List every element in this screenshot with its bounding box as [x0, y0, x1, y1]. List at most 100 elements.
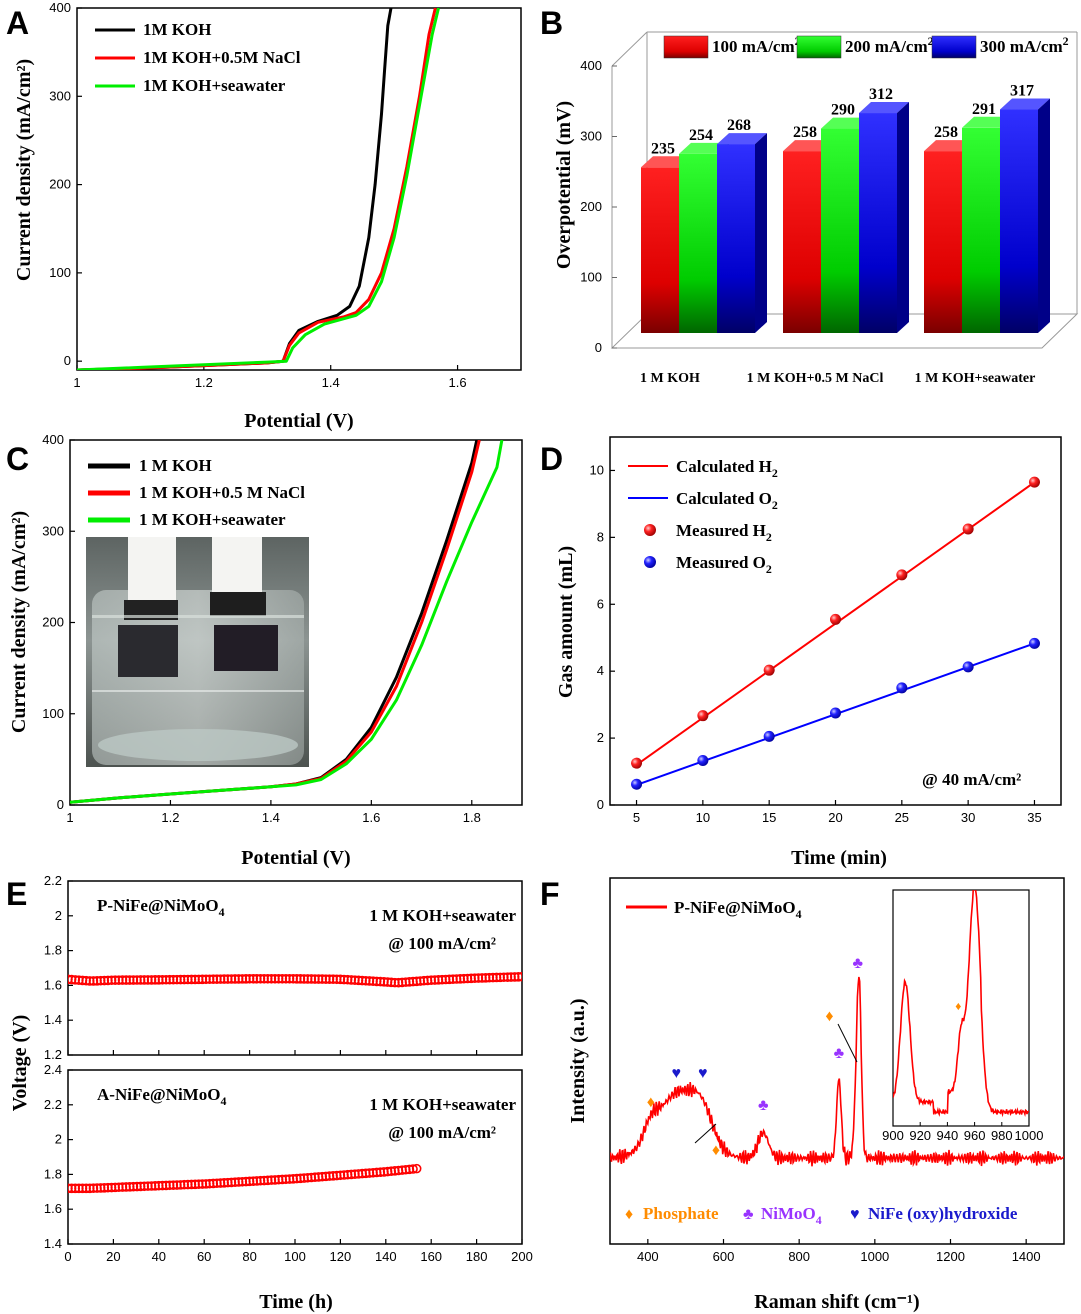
diamond-icon: ♦: [625, 1206, 633, 1223]
heart-icon: ♥: [850, 1206, 860, 1223]
panel-a-ytick-label: 300: [49, 88, 71, 103]
panel-e-bottom-series: [68, 1163, 422, 1194]
panel-f-inset-xtick-label: 900: [882, 1128, 904, 1143]
panel-d-ytick-label: 6: [597, 596, 604, 611]
panel-a-xtick-label: 1: [73, 375, 80, 390]
panel-e-ylabel: Voltage (V): [9, 1015, 31, 1111]
panel-f-xlabel: Raman shift (cm⁻¹): [754, 1291, 919, 1313]
panel-f-inset-xtick-label: 980: [991, 1128, 1013, 1143]
panel-e-sample-label-main: P-NiFe@NiMoO: [97, 896, 219, 915]
panel-d-point: [830, 707, 841, 719]
panel-b-ylabel: Overpotential (mV): [553, 101, 575, 269]
panel-e-bottom-ytick-label: 2: [55, 1132, 62, 1147]
panel-f-inset-xtick-label: 1000: [1015, 1128, 1044, 1143]
panel-c-ytick-label: 100: [42, 706, 64, 721]
panel-f-legend-label-sub: 4: [796, 907, 802, 921]
panel-b-category-label: 1 M KOH: [640, 371, 700, 386]
panel-b-legend-label: 100 mA/cm2: [712, 34, 801, 56]
panel-e-top-ytick-label: 1.8: [44, 943, 62, 958]
panel-b-bar-top: [1000, 98, 1050, 110]
panel-a-xtick-label: 1.2: [195, 375, 213, 390]
panel-e-ticks: 1.2 1.4 1.6 1.8 2 2.2 0 20 40 60 80 100 120 140 160 180…: [44, 873, 533, 1264]
panel-a-legend: 1M KOH 1M KOH+0.5M NaCl 1M KOH+seawater: [95, 20, 301, 95]
panel-f-legend-item-label: NiMoO4: [761, 1204, 822, 1227]
panel-e-sample-label-main: A-NiFe@NiMoO: [97, 1085, 220, 1104]
panel-b-bar: [859, 113, 897, 333]
panel-f-xtick-label: 800: [788, 1249, 810, 1264]
panel-b-legend-label-main: 100 mA/cm: [712, 37, 795, 56]
panel-e-bottom-xtick-label: 140: [375, 1249, 397, 1264]
panel-b-ytick-label: 300: [580, 129, 602, 144]
panel-c-inset-photo: [86, 537, 309, 767]
panel-b-data-label: 290: [831, 102, 855, 119]
panel-e-condition2: @ 100 mA/cm²: [388, 1123, 496, 1142]
panel-d-ytick-label: 8: [597, 529, 604, 544]
panel-f-inset-xtick-label: 960: [964, 1128, 986, 1143]
panel-f-ticks: 400 600 800 1000 1200 1400: [637, 1239, 1041, 1264]
panel-b-legend-swatch: [796, 35, 842, 59]
panel-c-xlabel: Potential (V): [241, 847, 350, 869]
panel-d-point: [631, 757, 643, 769]
panel-d-xtick-label: 5: [633, 810, 640, 825]
panel-d-legend-label-main: Calculated O: [676, 489, 772, 508]
panel-letter-c: C: [6, 441, 29, 477]
panel-b-legend-label-main: 200 mA/cm: [845, 37, 928, 56]
panel-c-legend-label: 1 M KOH+seawater: [139, 510, 286, 529]
panel-e-bottom-ytick-label: 1.6: [44, 1201, 62, 1216]
panel-d-point: [1028, 476, 1040, 488]
panel-d-ytick-label: 0: [597, 797, 604, 812]
panel-b: B 0 100 200 300 400 235 254 268 258 290 312 258 291…: [540, 5, 1079, 386]
panel-f-inset-spectrum: [893, 890, 1029, 1118]
panel-f: F 400 600 800 1000 1200 1400 ♦♥ ♥♣♣♣♦♦ 900 920 9…: [540, 876, 1065, 1313]
panel-d-legend-label: Measured O2: [676, 553, 772, 576]
panel-d-legend-label-sub: 2: [766, 530, 772, 544]
panel-e-condition1: 1 M KOH+seawater: [369, 1095, 516, 1114]
panel-f-legend-label-main: P-NiFe@NiMoO: [674, 898, 796, 917]
panel-d-ytick-label: 4: [597, 663, 604, 678]
panel-b-data-label: 317: [1010, 83, 1034, 100]
panel-c-ytick-label: 400: [42, 432, 64, 447]
panel-c-ticks: 1 1.2 1.4 1.6 1.8 0 100 200 300 400: [42, 432, 481, 825]
panel-b-legend-swatch: [663, 35, 709, 59]
panel-e-bottom-ytick-label: 1.4: [44, 1236, 62, 1251]
panel-f-legend-item-label-main: Phosphate: [643, 1204, 719, 1223]
panel-b-ytick-label: 0: [595, 340, 602, 355]
panel-e-top-ytick-label: 1.4: [44, 1012, 62, 1027]
panel-d-legend-swatch: [644, 524, 656, 536]
panel-d-xlabel: Time (min): [791, 847, 887, 869]
panel-b-ytick-label: 400: [580, 58, 602, 73]
panel-f-legend-label: P-NiFe@NiMoO4: [674, 898, 802, 921]
panel-letter-a: A: [6, 5, 29, 41]
panel-e-top-ytick-label: 2: [55, 908, 62, 923]
panel-b-ticks: 0 100 200 300 400: [580, 58, 617, 355]
diamond-icon: ♦: [647, 1094, 655, 1111]
panel-b-bar-top: [783, 140, 833, 152]
panel-b-bar-side: [897, 102, 909, 333]
panel-d-point: [763, 664, 775, 676]
panel-b-bar: [679, 153, 717, 333]
diamond-icon: ♦: [712, 1142, 720, 1159]
panel-letter-d: D: [540, 441, 563, 477]
panel-d-xtick-label: 20: [828, 810, 842, 825]
panel-b-category-label: 1 M KOH+0.5 M NaCl: [747, 371, 884, 386]
panel-e-bottom-xtick-label: 0: [64, 1249, 71, 1264]
panel-b-data-label: 291: [972, 101, 996, 118]
panel-e-bottom-ytick-label: 2.2: [44, 1097, 62, 1112]
panel-d-point: [962, 523, 974, 535]
panel-b-categories: 1 M KOH 1 M KOH+0.5 M NaCl 1 M KOH+seawate…: [640, 371, 1035, 386]
panel-d-legend-label-sub: 2: [772, 498, 778, 512]
panel-e-point: [513, 972, 522, 982]
panel-e-top-ytick-label: 1.6: [44, 977, 62, 992]
panel-f-legend-item-label-main: NiMoO: [761, 1204, 816, 1223]
panel-a-ticks: 1 1.2 1.4 1.6 0 100 200 300 400: [49, 0, 466, 390]
panel-b-front-top: [611, 31, 648, 67]
panel-b-bar: [924, 151, 962, 333]
panel-d-legend-label-main: Measured H: [676, 521, 766, 540]
panel-d-point: [962, 661, 974, 673]
panel-c-ytick-label: 300: [42, 523, 64, 538]
panel-c-xtick-label: 1: [66, 810, 73, 825]
panel-b-data-label: 258: [934, 124, 958, 141]
